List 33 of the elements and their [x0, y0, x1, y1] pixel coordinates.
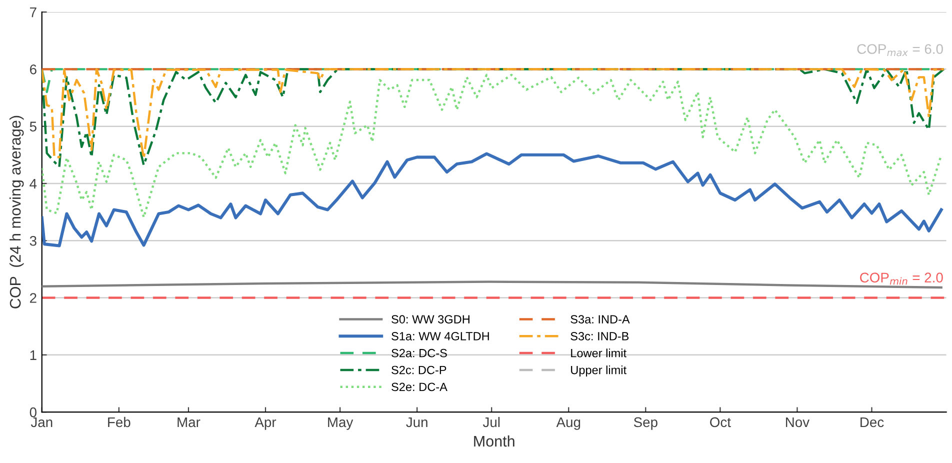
- x-axis-title: Month: [474, 435, 514, 447]
- x-tick-label: Sep: [634, 417, 658, 430]
- legend-label: S2e: DC-A: [392, 382, 448, 392]
- legend-label: S0: WW 3GDH: [392, 315, 470, 324]
- x-tick-label: Apr: [254, 417, 276, 430]
- y-tick-label: 5: [30, 122, 36, 132]
- x-tick-label: Jul: [482, 416, 500, 428]
- y-tick-label: 3: [30, 236, 36, 246]
- legend-label: S3c: IND-B: [570, 332, 629, 340]
- y-axis-title: COP (24 h moving average): [10, 116, 24, 308]
- x-tick-label: Oct: [710, 417, 731, 428]
- legend-label: S3a: IND-A: [570, 315, 630, 324]
- y-tick-label: 0: [30, 407, 36, 418]
- legend-label: Upper limit: [571, 366, 626, 377]
- y-tick-label: 6: [30, 64, 36, 74]
- y-tick-label: 4: [30, 178, 37, 189]
- x-tick-label: Aug: [556, 417, 580, 430]
- legend-label: S1a: WW 4GLTDH: [392, 332, 489, 340]
- legend-label: S2a: DC-S: [392, 348, 447, 358]
- x-tick-label: Nov: [786, 417, 810, 428]
- x-tick-label: Jan: [30, 417, 52, 428]
- x-tick-label: Dec: [860, 417, 884, 428]
- legend-label: Lower limit: [571, 348, 626, 358]
- x-tick-label: Jun: [406, 417, 428, 428]
- legend-label: S2c: DC-P: [392, 366, 446, 374]
- y-tick-label: 1: [30, 350, 36, 360]
- annotation: COP$_{max}$ = 6.0: [857, 44, 943, 56]
- y-tick-label: 2: [30, 293, 36, 303]
- x-tick-label: Mar: [178, 417, 200, 428]
- x-tick-label: May: [328, 417, 354, 430]
- annotation: COP$_{min}$ = 2.0: [860, 272, 943, 285]
- x-tick-label: Feb: [108, 416, 130, 428]
- y-tick-label: 7: [30, 8, 36, 18]
